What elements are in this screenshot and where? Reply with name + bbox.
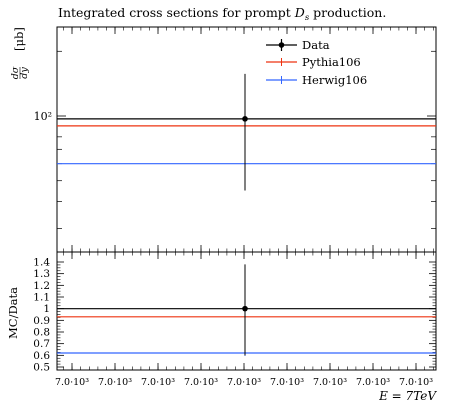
ratio-series [57,264,436,356]
legend-herwig-label: Herwig106 [302,73,367,87]
main-y-axis-label: dσ dy [μb] [10,27,30,79]
x-tick-label: 7.0·10³ [55,377,89,388]
ratio-y-tick-label: 0.6 [33,350,50,362]
data-point [242,116,248,122]
chart-title: Integrated cross sections for prompt Ds … [58,5,386,23]
ratio-y-tick-label: 1.4 [33,257,50,269]
main-panel-frame [56,26,437,253]
ratio-y-tick-label: 0.8 [33,327,50,339]
ratio-y-tick-label: 1.1 [33,292,50,304]
main-panel-ticks [57,27,436,252]
legend: Data Pythia106 Herwig106 [266,38,367,87]
ratio-data-point [242,305,248,312]
ratio-panel-ticks: 1.41.31.21.110.90.80.70.60.5 [33,252,436,374]
x-tick-label: 7.0·10³ [270,377,304,388]
ratio-panel-frame [56,251,437,371]
x-axis-label: E = 7TeV [378,389,437,403]
ratio-y-tick-label: 1 [43,303,50,315]
x-tick-label: 7.0·10³ [356,377,390,388]
legend-data-label: Data [302,38,330,52]
ratio-y-tick-label: 0.9 [33,315,50,327]
x-tick-label: 7.0·10³ [227,377,261,388]
x-tick-label: 7.0·10³ [141,377,175,388]
ratio-y-tick-label: 1.2 [33,280,50,292]
x-tick-label: 7.0·10³ [184,377,218,388]
ratio-y-axis-label: MC/Data [6,287,20,339]
ratio-y-tick-label: 1.3 [33,268,50,280]
x-tick-labels: 7.0·10³ 7.0·10³ 7.0·10³ 7.0·10³ 7.0·10³ 7.0·1… [55,377,433,388]
x-tick-label: 7.0·10³ [313,377,347,388]
main-y-tick-label: 10² [34,110,52,123]
ratio-y-tick-label: 0.5 [33,362,50,374]
svg-text:[μb]: [μb] [12,27,26,51]
svg-text:dy: dy [19,67,30,79]
ratio-y-tick-label: 0.7 [33,338,50,350]
legend-pythia-label: Pythia106 [302,55,361,69]
x-tick-label: 7.0·10³ [98,377,132,388]
main-series [57,73,436,191]
legend-data-marker [278,42,285,48]
x-tick-label: 7.0·10³ [399,377,433,388]
svg-text:dσ: dσ [10,66,21,79]
